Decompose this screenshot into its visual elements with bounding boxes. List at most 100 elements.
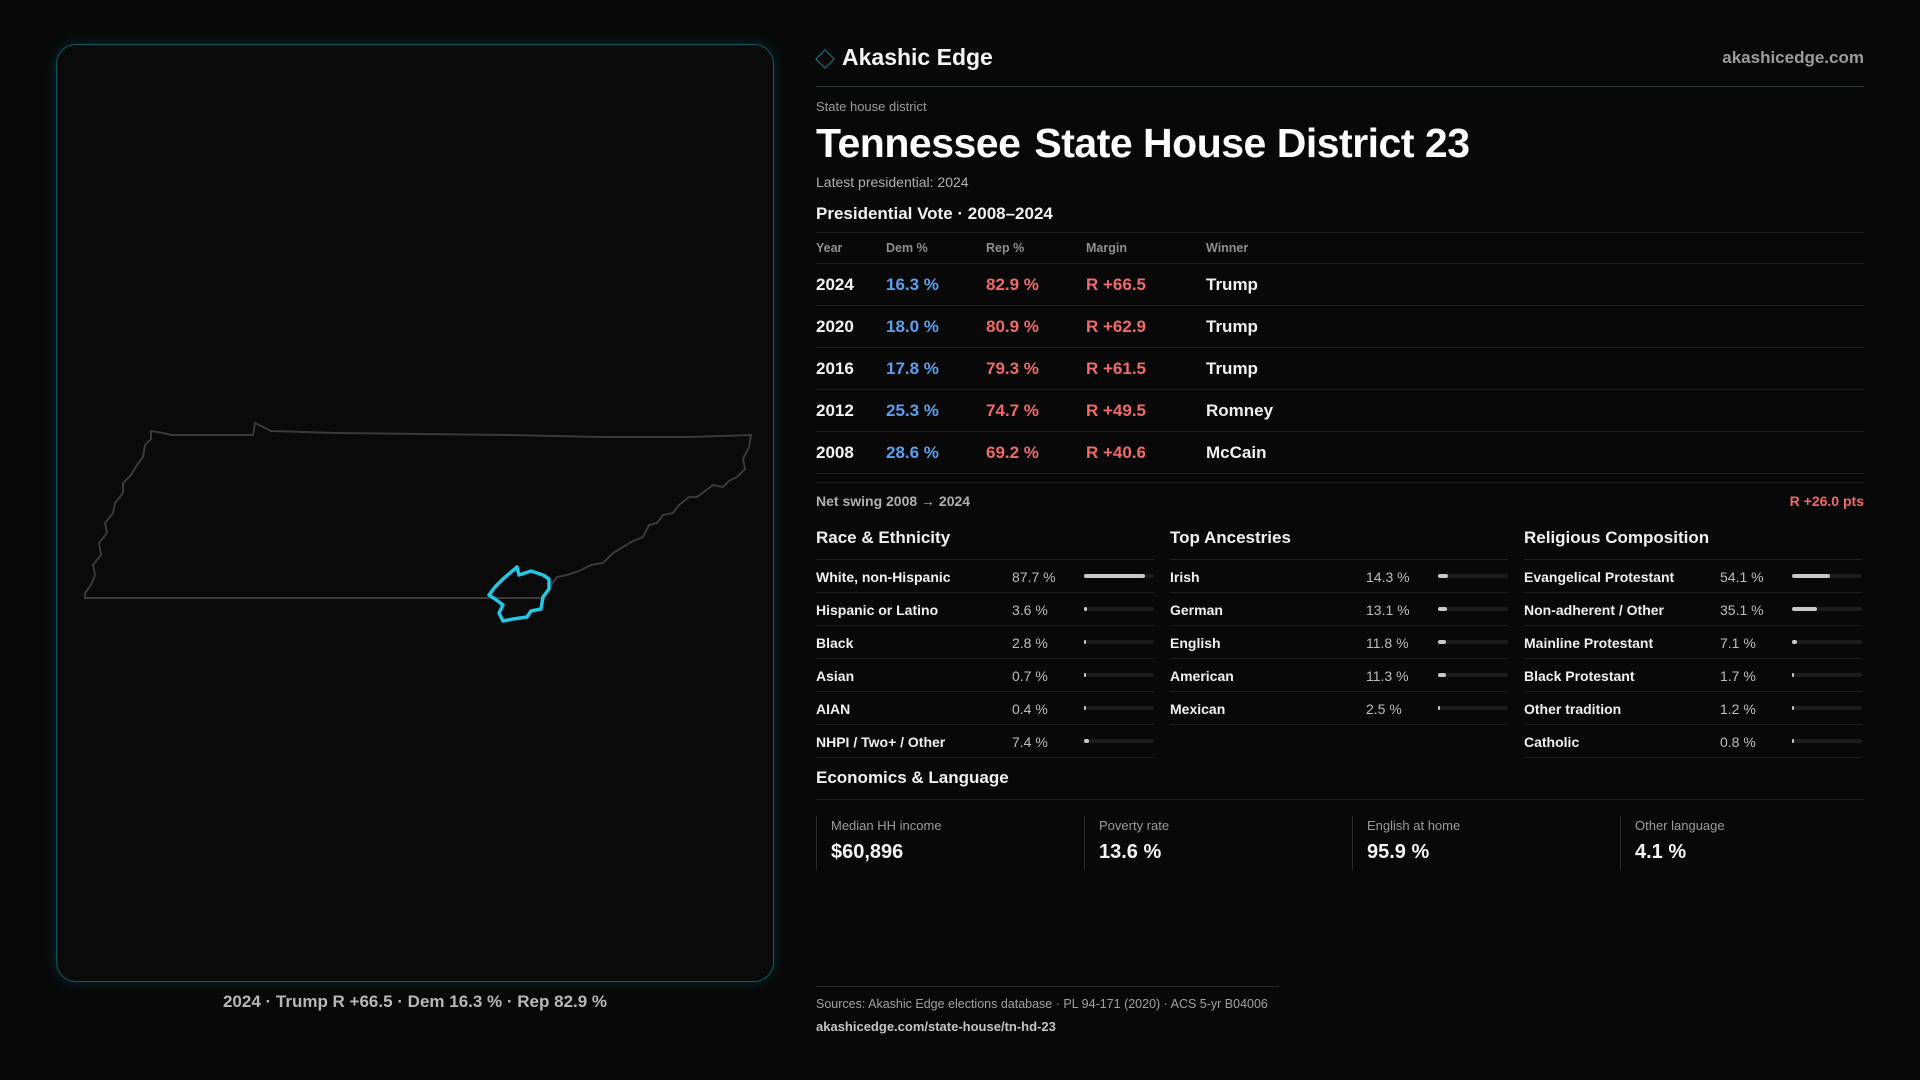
cell-dem: 18.0 %	[886, 305, 986, 348]
ancestries-section: Top Ancestries Irish 14.3 % German 13.1 % En…	[1170, 523, 1508, 725]
cell-rep: 80.9 %	[986, 305, 1086, 348]
list-item: Black Protestant 1.7 %	[1524, 659, 1862, 692]
stat-median-income: Median HH income $60,896	[816, 816, 942, 870]
presidential-vote-title: Presidential Vote · 2008–2024	[816, 204, 1864, 233]
item-name: Asian	[816, 668, 855, 684]
diamond-logo-icon	[815, 49, 835, 69]
stat-label: Median HH income	[831, 818, 942, 833]
table-row: 2024 16.3 % 82.9 % R +66.5 Trump	[816, 263, 1864, 306]
district-23-highlight	[487, 565, 551, 623]
percent-bar	[1084, 574, 1154, 578]
stat-value: $60,896	[831, 841, 904, 863]
percent-bar-fill	[1438, 706, 1440, 710]
cell-rep: 79.3 %	[986, 347, 1086, 390]
religion-title: Religious Composition	[1524, 523, 1862, 560]
net-swing-label: Net swing 2008 → 2024	[816, 493, 971, 509]
percent-bar-fill	[1792, 673, 1794, 677]
cell-winner: Romney	[1206, 389, 1864, 432]
item-percent: 7.1 %	[1720, 635, 1756, 651]
item-percent: 0.4 %	[1012, 701, 1048, 717]
cell-margin: R +49.5	[1086, 389, 1206, 432]
district-type-label: State house district	[816, 99, 927, 114]
percent-bar-fill	[1792, 706, 1794, 710]
item-name: AIAN	[816, 701, 851, 717]
col-winner: Winner	[1206, 233, 1864, 264]
stat-value: 95.9 %	[1367, 841, 1430, 863]
col-dem: Dem %	[886, 233, 986, 264]
cell-margin: R +61.5	[1086, 347, 1206, 390]
percent-bar	[1792, 640, 1862, 644]
cell-winner: Trump	[1206, 347, 1864, 390]
item-name: Hispanic or Latino	[816, 602, 939, 618]
demographics-columns: Race & Ethnicity White, non-Hispanic 87.7…	[816, 523, 1864, 763]
percent-bar-fill	[1438, 673, 1446, 677]
cell-rep: 82.9 %	[986, 263, 1086, 306]
title-state: Tennessee	[816, 120, 1021, 166]
percent-bar-fill	[1438, 607, 1448, 611]
percent-bar	[1438, 574, 1508, 578]
list-item: Non-adherent / Other 35.1 %	[1524, 593, 1862, 626]
list-item: Mainline Protestant 7.1 %	[1524, 626, 1862, 659]
item-percent: 54.1 %	[1720, 569, 1764, 585]
percent-bar	[1438, 607, 1508, 611]
list-item: Black 2.8 %	[816, 626, 1154, 659]
stat-poverty-rate: Poverty rate 13.6 %	[1084, 816, 1169, 870]
latest-presidential: Latest presidential: 2024	[816, 174, 969, 190]
table-row: 2012 25.3 % 74.7 % R +49.5 Romney	[816, 389, 1864, 432]
brand-url[interactable]: akashicedge.com	[1722, 48, 1864, 67]
cell-winner: Trump	[1206, 305, 1864, 348]
item-name: White, non-Hispanic	[816, 569, 951, 585]
race-ethnicity-title: Race & Ethnicity	[816, 523, 1154, 560]
item-name: Irish	[1170, 569, 1200, 585]
cell-year: 2024	[816, 263, 886, 306]
stat-english-home: English at home 95.9 %	[1352, 816, 1460, 870]
cell-year: 2008	[816, 431, 886, 474]
item-percent: 11.3 %	[1366, 668, 1409, 684]
percent-bar	[1084, 739, 1154, 743]
item-percent: 7.4 %	[1012, 734, 1048, 750]
net-swing-value: R +26.0 pts	[1789, 493, 1864, 509]
list-item: Other tradition 1.2 %	[1524, 692, 1862, 725]
cell-winner: McCain	[1206, 431, 1864, 474]
percent-bar	[1792, 706, 1862, 710]
list-item: AIAN 0.4 %	[816, 692, 1154, 725]
list-item: Irish 14.3 %	[1170, 560, 1508, 593]
district-map-panel	[56, 44, 774, 982]
header-bar: Akashic Edge akashicedge.com	[815, 40, 1864, 87]
item-name: American	[1170, 668, 1234, 684]
list-item: Evangelical Protestant 54.1 %	[1524, 560, 1862, 593]
cell-year: 2016	[816, 347, 886, 390]
item-name: Black Protestant	[1524, 668, 1635, 684]
table-header-row: Year Dem % Rep % Margin Winner	[816, 233, 1864, 264]
list-item: NHPI / Two+ / Other 7.4 %	[816, 725, 1154, 758]
title-district: State House District 23	[1034, 120, 1470, 166]
percent-bar	[1084, 706, 1154, 710]
page-title: Tennessee State House District 23	[816, 120, 1864, 166]
item-percent: 2.5 %	[1366, 701, 1402, 717]
religion-section: Religious Composition Evangelical Protes…	[1524, 523, 1862, 758]
list-item: English 11.8 %	[1170, 626, 1508, 659]
percent-bar-fill	[1084, 640, 1086, 644]
col-year: Year	[816, 233, 886, 264]
item-name: Other tradition	[1524, 701, 1622, 717]
cell-dem: 16.3 %	[886, 263, 986, 306]
sources-footer: Sources: Akashic Edge elections database…	[816, 986, 1279, 1034]
item-name: Mainline Protestant	[1524, 635, 1654, 651]
cell-dem: 28.6 %	[886, 431, 986, 474]
tennessee-outline	[84, 421, 753, 599]
item-name: NHPI / Two+ / Other	[816, 734, 946, 750]
stat-value: 4.1 %	[1635, 841, 1687, 863]
cell-margin: R +40.6	[1086, 431, 1206, 474]
percent-bar-fill	[1792, 574, 1830, 578]
district-profile: Akashic Edge akashicedge.com State house…	[815, 40, 1864, 876]
percent-bar	[1438, 673, 1508, 677]
percent-bar	[1084, 640, 1154, 644]
item-name: Evangelical Protestant	[1524, 569, 1675, 585]
economics-title: Economics & Language	[816, 763, 1864, 800]
item-percent: 35.1 %	[1720, 602, 1764, 618]
stat-label: Other language	[1635, 818, 1725, 833]
page-url[interactable]: akashicedge.com/state-house/tn-hd-23	[816, 1019, 1056, 1034]
item-percent: 2.8 %	[1012, 635, 1048, 651]
percent-bar	[1792, 739, 1862, 743]
item-percent: 1.7 %	[1720, 668, 1756, 684]
